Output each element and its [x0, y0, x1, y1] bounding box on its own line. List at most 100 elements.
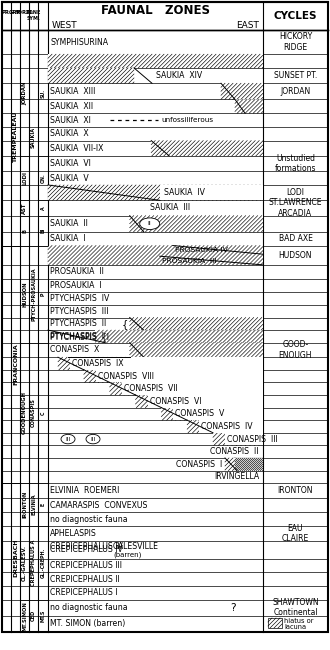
Text: SUNSET PT.: SUNSET PT. [274, 71, 317, 80]
Text: SAUKIA  VII-IX: SAUKIA VII-IX [50, 144, 103, 153]
Bar [48, 68, 134, 83]
Text: HICKORY
RIDGE: HICKORY RIDGE [279, 32, 312, 52]
Text: SYM.: SYM. [27, 16, 41, 21]
Bar [225, 433, 263, 445]
Text: lacuna: lacuna [284, 624, 306, 630]
Text: Unstudied
formations: Unstudied formations [275, 154, 316, 174]
Bar [84, 370, 263, 382]
Bar [148, 395, 263, 408]
Text: PTYCHASPIS  III: PTYCHASPIS III [50, 307, 109, 316]
Text: SU.: SU. [41, 88, 46, 98]
Text: SAUKIA  I: SAUKIA I [50, 234, 86, 243]
Bar [221, 83, 263, 99]
Text: CREPICEPHALUS IV: CREPICEPHALUS IV [50, 545, 123, 554]
Text: PROSAUKIA IV: PROSAUKIA IV [175, 247, 228, 253]
Text: SAUKIA  V: SAUKIA V [50, 174, 89, 183]
Bar [235, 99, 263, 113]
Text: LODI: LODI [22, 171, 27, 185]
Text: CREPICEPHALUS II: CREPICEPHALUS II [50, 575, 120, 584]
Text: HUDSON: HUDSON [22, 281, 27, 307]
Text: (barren): (barren) [113, 551, 141, 558]
Text: GRP.: GRP. [9, 10, 22, 16]
Bar [70, 358, 263, 370]
Text: SAUKIA: SAUKIA [31, 127, 36, 148]
Text: PROSAUKIA  III: PROSAUKIA III [162, 257, 216, 263]
Text: no diagnostic fauna: no diagnostic fauna [50, 603, 128, 612]
Text: PROSAUKIA  I: PROSAUKIA I [50, 281, 102, 290]
Bar [48, 246, 263, 265]
Text: FRANCONIA: FRANCONIA [13, 343, 18, 385]
Text: WEST: WEST [52, 21, 78, 29]
Text: JORDAN: JORDAN [22, 81, 27, 105]
Text: GOOD-
ENOUGH: GOOD- ENOUGH [279, 340, 312, 359]
Bar [187, 420, 263, 433]
Text: II: II [148, 221, 151, 226]
Text: SAUKIA  XII: SAUKIA XII [50, 102, 93, 110]
Text: PTYCHASPIS  {I: PTYCHASPIS {I [50, 332, 109, 341]
Text: FAUNAL   ZONES: FAUNAL ZONES [101, 5, 210, 18]
Text: P: P [41, 292, 46, 296]
Bar [225, 458, 263, 471]
Bar [58, 358, 263, 370]
Text: MT.S: MT.S [41, 610, 46, 622]
Text: no diagnostic fauna: no diagnostic fauna [50, 515, 128, 523]
Bar [130, 343, 263, 358]
Bar [199, 420, 263, 433]
Ellipse shape [140, 218, 160, 229]
Text: CAMARASPIS  CONVEXUS: CAMARASPIS CONVEXUS [50, 501, 148, 510]
Text: CONASPIS  VIII: CONASPIS VIII [98, 372, 154, 381]
Text: CREPICEPHALUS III: CREPICEPHALUS III [50, 561, 122, 570]
Text: IRONTON: IRONTON [22, 491, 27, 518]
Text: ST.LAWRENCE
ARCADIA: ST.LAWRENCE ARCADIA [269, 198, 322, 218]
Text: CONASPIS  V: CONASPIS V [175, 410, 225, 419]
Text: CL.-GALESV.: CL.-GALESV. [22, 545, 27, 581]
Text: CONASPIS  VII: CONASPIS VII [124, 384, 178, 393]
Text: BI: BI [41, 228, 46, 233]
Text: CONASPIS  II: CONASPIS II [211, 447, 259, 456]
Text: C: C [41, 411, 46, 415]
Text: CED: CED [31, 610, 36, 621]
Text: PROSAUKIA  II: PROSAUKIA II [50, 267, 104, 276]
Text: DRESBACH: DRESBACH [13, 538, 18, 577]
Bar [268, 618, 282, 628]
Ellipse shape [86, 434, 100, 444]
Bar [48, 185, 263, 200]
Text: CREPEPHALUS A: CREPEPHALUS A [31, 540, 36, 586]
Text: SHAWTOWN
Continental: SHAWTOWN Continental [272, 598, 319, 618]
Text: EAST: EAST [236, 21, 259, 29]
Bar [96, 370, 263, 382]
Text: FORM.: FORM. [15, 10, 34, 16]
Bar [110, 382, 263, 395]
Text: PTYCHASPIS  I: PTYCHASPIS I [50, 332, 104, 341]
Bar [130, 317, 263, 330]
Text: unfossiliferous: unfossiliferous [161, 117, 213, 123]
Bar [173, 408, 263, 420]
Text: CONASPIS  IV: CONASPIS IV [201, 422, 253, 431]
Text: E: E [41, 503, 46, 506]
Text: MT.SIMON: MT.SIMON [22, 601, 27, 630]
Bar [235, 458, 263, 471]
Text: III: III [90, 437, 96, 441]
Text: hiatus or: hiatus or [284, 618, 314, 624]
Text: GOODENOUGH: GOODENOUGH [22, 391, 27, 434]
Text: PTYCHASPIS  IV: PTYCHASPIS IV [50, 294, 109, 303]
Text: B: B [22, 229, 27, 233]
Text: CREPICEPHALUS IV: CREPICEPHALUS IV [50, 542, 123, 551]
Bar [122, 382, 263, 395]
Text: SAUKIA  XI: SAUKIA XI [50, 116, 91, 125]
Text: PR.: PR. [1, 10, 12, 16]
Text: SAUKIA  VI: SAUKIA VI [50, 159, 91, 168]
Text: SYMPHISURINA: SYMPHISURINA [50, 38, 108, 47]
Bar [48, 54, 263, 68]
Text: CONASPIS  VI: CONASPIS VI [149, 396, 201, 406]
Text: CYCLES: CYCLES [274, 11, 317, 21]
Ellipse shape [61, 434, 75, 444]
Text: HUDSON: HUDSON [279, 251, 312, 260]
Text: JORDAN: JORDAN [280, 87, 311, 96]
Text: IRONTON: IRONTON [278, 486, 313, 495]
Text: PTYCH-PROSAUKIA: PTYCH-PROSAUKIA [31, 267, 36, 321]
Text: SAUKIA  III: SAUKIA III [150, 203, 190, 213]
Text: ELVINIA  ROEMERI: ELVINIA ROEMERI [50, 486, 119, 495]
Bar [160, 185, 263, 200]
Text: SAUKIA  IV: SAUKIA IV [164, 188, 205, 197]
